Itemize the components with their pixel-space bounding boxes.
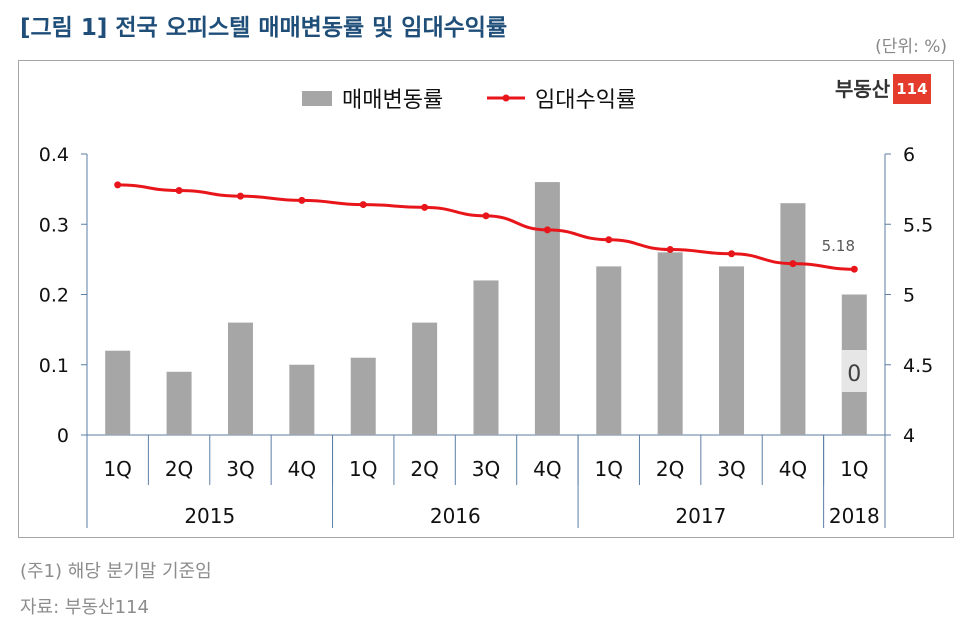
line-point — [728, 250, 736, 258]
right-tick-label: 5 — [903, 285, 915, 307]
bar-data-label: 0 — [847, 362, 861, 387]
chart-frame — [18, 60, 954, 538]
line-data-label: 5.18 — [822, 237, 855, 255]
line-point — [789, 260, 797, 268]
bar — [412, 322, 438, 435]
line-point — [298, 196, 306, 204]
line-point — [236, 192, 244, 200]
year-label: 2017 — [675, 504, 726, 528]
bar-series — [105, 182, 867, 435]
bar — [657, 252, 683, 435]
line-point — [666, 246, 674, 254]
category-label: 4Q — [288, 457, 316, 481]
category-label: 4Q — [533, 457, 561, 481]
legend-bar-label: 매매변동률 — [342, 88, 443, 113]
left-tick-label: 0.2 — [39, 285, 69, 307]
brand-logo: 부동산 114 — [835, 74, 931, 104]
logo-number: 114 — [893, 74, 931, 104]
bar — [719, 266, 745, 435]
bar — [596, 266, 622, 435]
year-label: 2016 — [430, 504, 481, 528]
legend-bar-swatch — [302, 91, 332, 106]
right-tick-label: 5.5 — [903, 214, 933, 236]
left-tick-label: 0.4 — [39, 144, 69, 166]
legend-line-marker — [502, 94, 510, 102]
line-point — [605, 236, 613, 244]
line-point — [114, 181, 122, 189]
left-tick-label: 0.1 — [39, 355, 69, 377]
category-label: 1Q — [840, 457, 868, 481]
bar — [105, 350, 131, 435]
category-label: 3Q — [226, 457, 254, 481]
chart-title: [그림 1] 전국 오피스텔 매매변동률 및 임대수익률 — [20, 15, 508, 41]
bar — [473, 280, 499, 435]
legend-line-label: 임대수익률 — [535, 88, 636, 113]
line-point — [482, 212, 490, 220]
bar — [166, 371, 192, 435]
logo-text: 부동산 — [835, 77, 891, 101]
right-tick-label: 6 — [903, 144, 915, 166]
category-label: 1Q — [349, 457, 377, 481]
right-tick-label: 4 — [903, 425, 915, 447]
unit-label: (단위: %) — [875, 37, 947, 57]
axes: 0 0.1 0.2 0.3 0.4 4 4.5 5 5.5 6 1Q 2Q 3Q 4Q 1Q 2Q 3Q 4Q 1Q… — [39, 144, 933, 528]
category-label: 1Q — [103, 457, 131, 481]
category-label: 1Q — [595, 457, 623, 481]
left-tick-label: 0 — [57, 425, 69, 447]
year-label: 2018 — [829, 504, 880, 528]
category-label: 2Q — [656, 457, 684, 481]
chart-legend: 매매변동률 임대수익률 — [302, 88, 636, 113]
bar — [780, 203, 806, 435]
bar-data-label-box — [841, 350, 867, 392]
year-label: 2015 — [184, 504, 235, 528]
left-tick-label: 0.3 — [39, 214, 69, 236]
line-series — [114, 181, 858, 273]
right-tick-label: 4.5 — [903, 355, 933, 377]
line-point — [543, 226, 551, 234]
bar — [289, 364, 315, 435]
line-point — [421, 203, 429, 211]
line-point — [175, 187, 183, 195]
category-label: 2Q — [410, 457, 438, 481]
data-labels: 5.18 0 — [822, 237, 867, 392]
bar — [350, 357, 376, 435]
line-point — [359, 201, 367, 209]
line-point — [850, 265, 858, 273]
category-label: 2Q — [165, 457, 193, 481]
footnote: (주1) 해당 분기말 기준임 — [20, 561, 212, 582]
bar — [227, 322, 253, 435]
category-label: 4Q — [779, 457, 807, 481]
source-note: 자료: 부동산114 — [20, 597, 149, 618]
rent-yield-line — [117, 183, 855, 271]
bar — [534, 182, 560, 435]
category-label: 3Q — [717, 457, 745, 481]
category-label: 3Q — [472, 457, 500, 481]
